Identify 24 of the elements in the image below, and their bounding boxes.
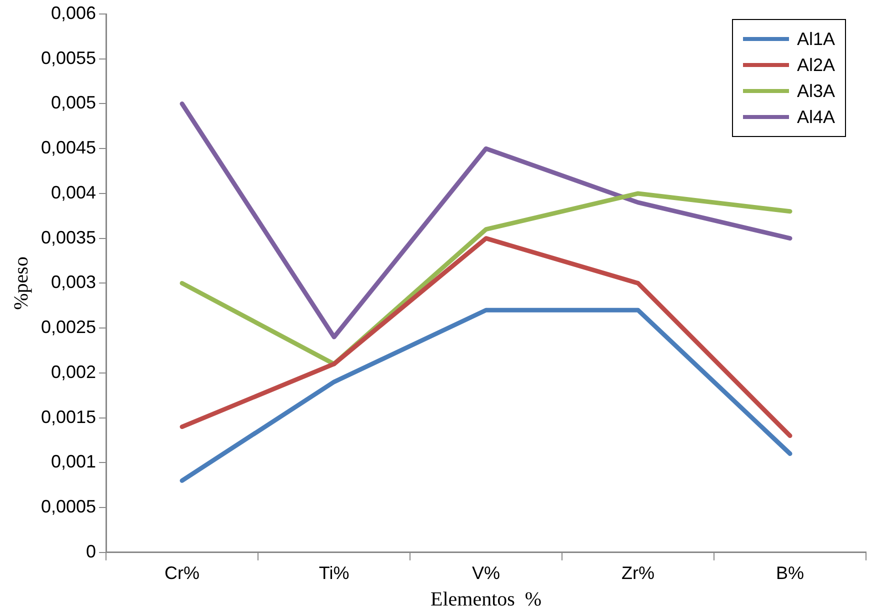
y-tick-label: 0,004 — [51, 182, 96, 202]
y-tick-label: 0,0005 — [40, 496, 96, 516]
legend-label: Al4A — [797, 106, 836, 128]
x-axis-title: Elementos % — [430, 588, 542, 610]
x-tick-label: Zr% — [622, 563, 655, 584]
y-tick-label: 0,0035 — [40, 227, 96, 248]
y-tick-label: 0,003 — [51, 272, 96, 292]
y-tick-label: 0,006 — [51, 2, 96, 23]
y-tick-label: 0 — [86, 541, 96, 562]
y-tick-label: 0,002 — [51, 362, 96, 382]
x-tick-label: Cr% — [164, 563, 200, 584]
y-tick-label: 0,001 — [51, 452, 96, 472]
legend-label: Al3A — [797, 80, 836, 102]
legend-label: Al1A — [797, 28, 836, 50]
y-tick-label: 0,0055 — [40, 48, 96, 68]
legend-label: Al2A — [797, 54, 836, 76]
x-tick-label: V% — [472, 563, 500, 584]
y-tick-label: 0,0045 — [40, 138, 96, 158]
x-tick-label: Ti% — [318, 563, 350, 584]
y-tick-label: 0,0015 — [40, 406, 96, 427]
y-tick-label: 0,005 — [51, 92, 96, 113]
y-axis-title: %peso — [10, 256, 32, 310]
x-tick-label: B% — [776, 563, 804, 584]
y-tick-label: 0,0025 — [40, 317, 96, 338]
